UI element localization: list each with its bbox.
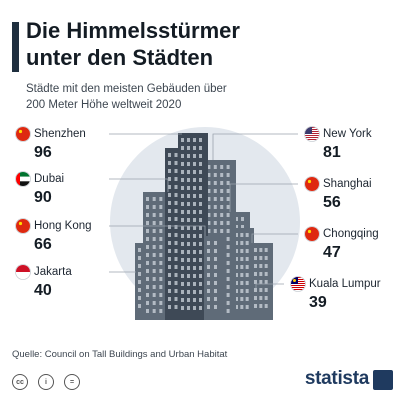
uae-flag-icon [15,171,31,187]
source-note: Quelle: Council on Tall Buildings and Ur… [12,349,228,360]
city-name-label: Jakarta [34,266,72,278]
city-value-label: 66 [34,236,52,253]
city-name-label: Chongqing [323,228,379,240]
building-9 [204,236,224,320]
city-marker-new-york [212,126,320,160]
city-name-label: Kuala Lumpur [309,278,381,290]
china-flag-icon [304,176,320,192]
city-name-label: Shanghai [323,178,372,190]
leader-line [255,283,284,288]
city-name-label: New York [323,128,372,140]
statista-logo: statista [304,368,369,389]
city-value-label: 96 [34,144,52,161]
city-marker-shenzhen [15,126,182,142]
subtitle-line-1: Städte mit den meisten Gebäuden über [26,83,227,95]
city-value-label: 81 [323,144,341,161]
leader-line [251,233,298,243]
building-2 [143,192,169,320]
china-flag-icon [15,126,31,142]
city-name-label: Dubai [34,173,65,185]
title-line-2: unter den Städten [26,45,214,70]
page-title: Die Himmelsstürmer unter den Städten [26,17,240,71]
leader-line [109,225,206,236]
malaysia-flag-icon [290,276,306,292]
china-flag-icon [15,218,31,234]
city-name-label: Hong Kong [34,220,92,232]
china-flag-icon [304,226,320,242]
city-value-label: 40 [34,282,52,299]
city-name-label: Shenzhen [34,128,86,140]
statista-mark-icon [373,370,393,390]
city-marker-kuala-lumpur [255,276,306,292]
building-5 [232,228,254,320]
city-marker-jakarta [15,264,136,280]
city-value-label: 39 [309,294,327,311]
city-marker-hong-kong [15,218,206,236]
title-line-1: Die Himmelsstürmer [26,18,240,43]
indonesia-flag-icon [15,264,31,280]
city-value-label: 47 [323,244,341,261]
city-marker-dubai [15,171,169,192]
page-subtitle: Städte mit den meisten Gebäuden über 200… [26,81,227,113]
nd-icon: = [64,374,80,390]
cc-icon: cc [12,374,28,390]
title-accent-bar [12,22,19,72]
building-4 [251,243,273,320]
city-value-label: 56 [323,194,341,211]
building-8 [178,133,208,320]
leader-line [229,183,298,212]
city-marker-chongqing [251,226,320,243]
leader-line [109,178,169,192]
by-icon: i [38,374,54,390]
subtitle-line-2: 200 Meter Höhe weltweit 2020 [26,99,182,111]
city-value-label: 90 [34,189,52,206]
leader-line [212,133,298,160]
city-marker-shanghai [229,176,320,212]
usa-flag-icon [304,126,320,142]
